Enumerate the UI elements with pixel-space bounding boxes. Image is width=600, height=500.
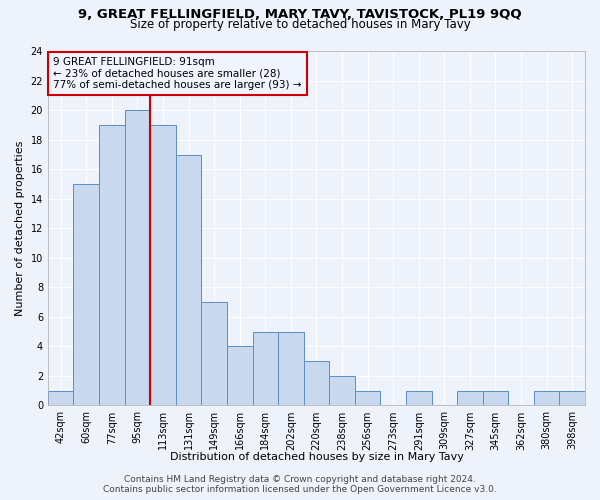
Bar [150, 125, 176, 406]
Bar [534, 390, 559, 406]
Bar [176, 154, 202, 406]
Text: Contains HM Land Registry data © Crown copyright and database right 2024.
Contai: Contains HM Land Registry data © Crown c… [103, 474, 497, 494]
Bar [355, 390, 380, 406]
Text: Size of property relative to detached houses in Mary Tavy: Size of property relative to detached ho… [130, 18, 470, 31]
Bar [457, 390, 482, 406]
Bar [99, 125, 125, 406]
Bar [559, 390, 585, 406]
Bar [278, 332, 304, 406]
X-axis label: Distribution of detached houses by size in Mary Tavy: Distribution of detached houses by size … [170, 452, 463, 462]
Bar [304, 361, 329, 406]
Bar [329, 376, 355, 406]
Bar [482, 390, 508, 406]
Bar [125, 110, 150, 406]
Text: 9, GREAT FELLINGFIELD, MARY TAVY, TAVISTOCK, PL19 9QQ: 9, GREAT FELLINGFIELD, MARY TAVY, TAVIST… [78, 8, 522, 20]
Text: 9 GREAT FELLINGFIELD: 91sqm
← 23% of detached houses are smaller (28)
77% of sem: 9 GREAT FELLINGFIELD: 91sqm ← 23% of det… [53, 57, 302, 90]
Bar [253, 332, 278, 406]
Bar [73, 184, 99, 406]
Y-axis label: Number of detached properties: Number of detached properties [15, 141, 25, 316]
Bar [202, 302, 227, 406]
Bar [48, 390, 73, 406]
Bar [406, 390, 431, 406]
Bar [227, 346, 253, 406]
